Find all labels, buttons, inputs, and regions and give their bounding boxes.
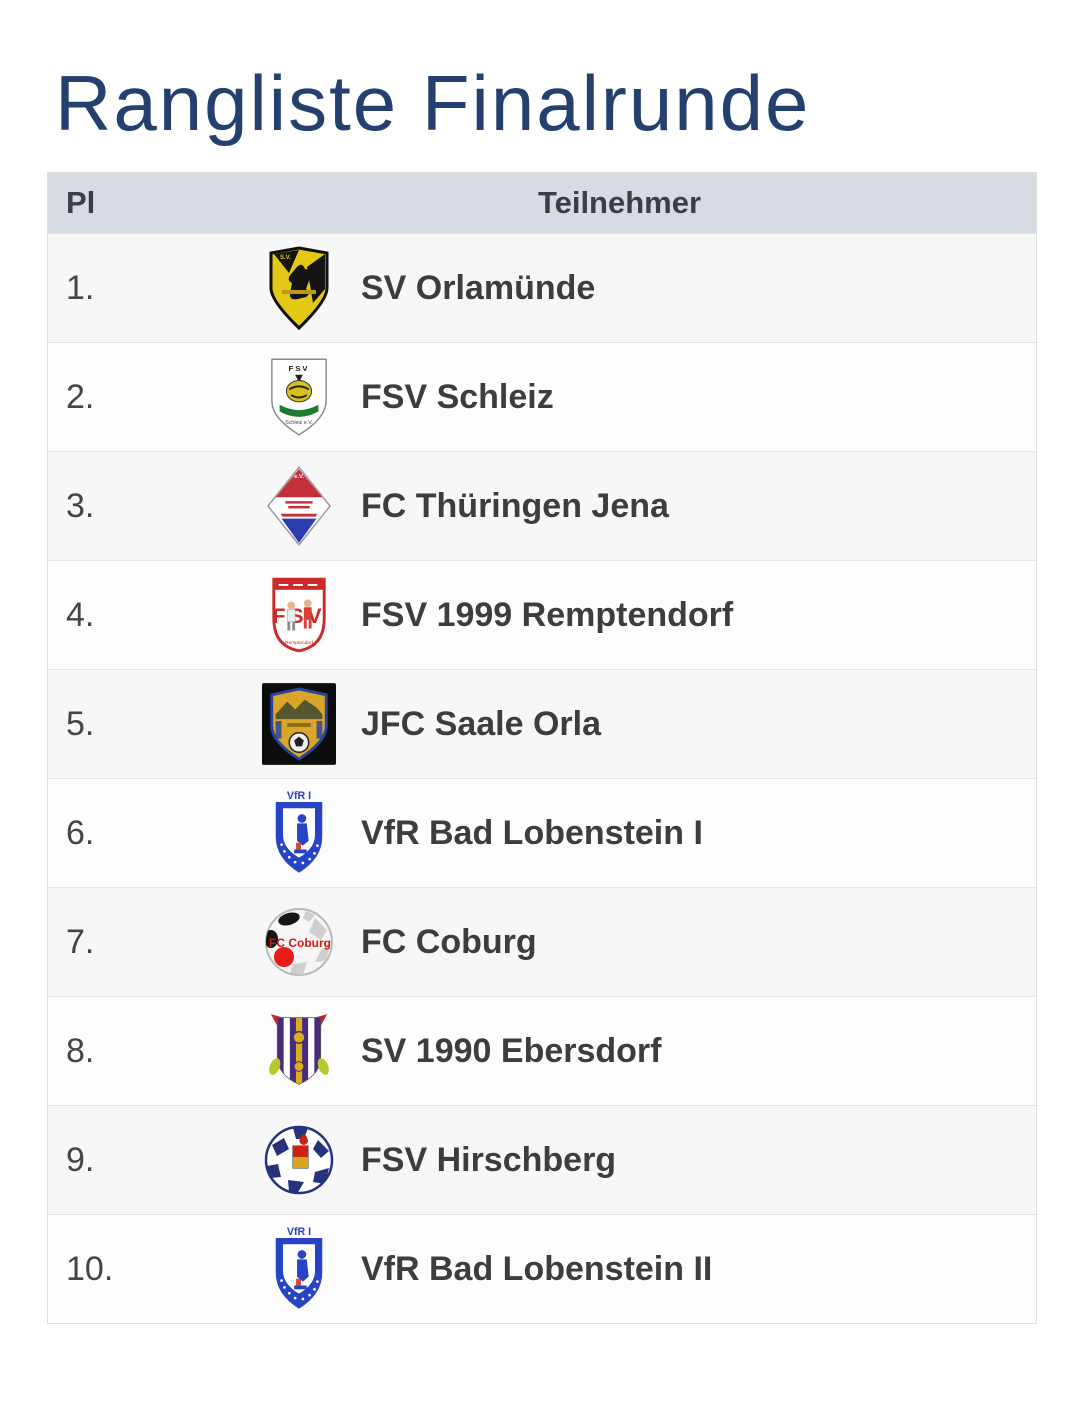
team-name: SV 1990 Ebersdorf [361,1031,662,1070]
table-row: 10. VfR I VfR Bad Lobenstein II [48,1214,1036,1323]
table-row: 4. FSV Remptendorf FSV 1999 Remptendor [48,560,1036,669]
fsv-remptendorf-logo-icon: FSV Remptendorf [261,569,337,661]
team-name: FSV 1999 Remptendorf [361,595,734,634]
table-row: 3. e.V. FC Thüringen Jena [48,451,1036,560]
place-number: 4. [66,595,95,634]
svg-text:FSV: FSV [289,364,310,373]
place-number: 3. [66,486,95,525]
column-header-place: Pl [66,185,96,220]
fsv-hirschberg-logo-icon [261,1114,337,1206]
table-row: 6. VfR I VfR Bad Lobenstein I [48,778,1036,887]
team-name: SV Orlamünde [361,268,596,307]
table-row: 1. S.V. SV Orlamünde [48,233,1036,342]
fsv-schleiz-logo-icon: FSV Schleiz e.V. [261,351,337,443]
vfr-bad-lobenstein-logo-icon: VfR I [261,787,337,879]
place-number: 6. [66,813,95,852]
place-number: 10. [66,1249,114,1288]
team-name: VfR Bad Lobenstein II [361,1249,713,1288]
table-row: 8. [48,996,1036,1105]
svg-text:FSV: FSV [272,604,325,628]
page-title: Rangliste Finalrunde [55,59,811,147]
svg-text:VfR I: VfR I [287,790,311,802]
place-number: 7. [66,922,95,961]
table-row: 5. JFC Saale Orla [48,669,1036,778]
team-name: VfR Bad Lobenstein I [361,813,703,852]
svg-text:Remptendorf: Remptendorf [285,640,314,646]
place-number: 8. [66,1031,95,1070]
svg-text:VfR I: VfR I [287,1226,311,1238]
team-name: FSV Schleiz [361,377,554,416]
table-row: 7. FC Coburg [48,887,1036,996]
svg-text:FC Coburg: FC Coburg [269,936,331,950]
fc-coburg-logo-icon: FC Coburg [261,896,337,988]
jfc-saale-orla-logo-icon [261,678,337,770]
team-name: FSV Hirschberg [361,1140,617,1179]
place-number: 5. [66,704,95,743]
ranking-table: Pl Teilnehmer 1. S.V. SV Orlamünde 2. [47,172,1037,1324]
svg-text:Schleiz e.V.: Schleiz e.V. [285,420,313,426]
table-header-row: Pl Teilnehmer [48,173,1036,233]
vfr-bad-lobenstein-logo-icon: VfR I [261,1223,337,1315]
team-name: FC Coburg [361,922,537,961]
svg-text:S.V.: S.V. [280,255,291,261]
svg-text:e.V.: e.V. [294,474,304,480]
place-number: 9. [66,1140,95,1179]
team-name: JFC Saale Orla [361,704,602,743]
place-number: 2. [66,377,95,416]
table-row: 2. FSV Schleiz e.V. FSV Schleiz [48,342,1036,451]
sv-orlamuende-logo-icon: S.V. [261,242,337,334]
fc-thueringen-jena-logo-icon: e.V. [261,460,337,552]
column-header-participant: Teilnehmer [537,185,702,220]
place-number: 1. [66,268,95,307]
team-name: FC Thüringen Jena [361,486,669,525]
sv-ebersdorf-logo-icon [261,1005,337,1097]
table-row: 9. [48,1105,1036,1214]
